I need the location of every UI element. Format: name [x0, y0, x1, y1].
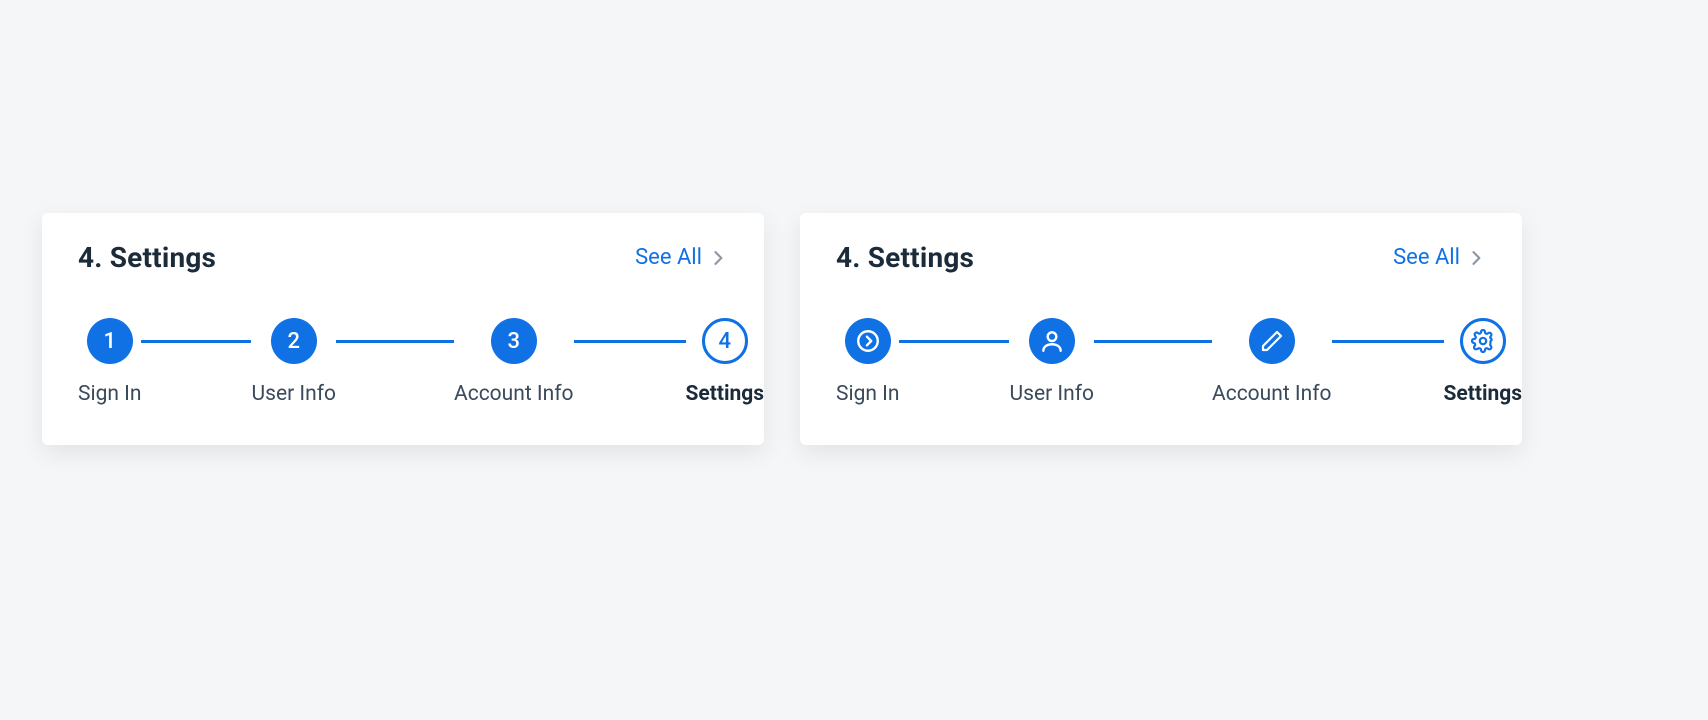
step-account-info[interactable]: 3 Account Info	[454, 318, 574, 406]
stepper: Sign In User Info Account Info	[800, 282, 1522, 440]
see-all-label: See All	[1393, 245, 1460, 270]
step-sign-in[interactable]: Sign In	[836, 318, 899, 406]
step-label: Account Info	[454, 382, 574, 406]
step-number: 3	[507, 329, 520, 354]
stepper: 1 Sign In 2 User Info 3 Account Info 4 S…	[42, 282, 764, 440]
card-title: 4. Settings	[836, 241, 974, 274]
connector	[1332, 340, 1444, 343]
connector	[141, 340, 251, 343]
card-stepper-icons: 4. Settings See All Sign In User Info	[800, 213, 1522, 445]
step-node-4	[1460, 318, 1506, 364]
step-label: Sign In	[78, 382, 141, 406]
user-icon	[1039, 328, 1065, 354]
step-node-4: 4	[702, 318, 748, 364]
step-node-2: 2	[271, 318, 317, 364]
chevron-circle-icon	[855, 328, 881, 354]
step-user-info[interactable]: 2 User Info	[251, 318, 336, 406]
step-number: 2	[287, 329, 300, 354]
step-node-3: 3	[491, 318, 537, 364]
connector	[899, 340, 1009, 343]
step-account-info[interactable]: Account Info	[1212, 318, 1332, 406]
step-number: 1	[103, 329, 116, 354]
see-all-label: See All	[635, 245, 702, 270]
stage: 4. Settings See All 1 Sign In 2 User Inf…	[0, 0, 1708, 720]
pencil-icon	[1260, 329, 1284, 353]
step-label: User Info	[251, 382, 336, 406]
gear-icon	[1471, 329, 1495, 353]
step-label: User Info	[1009, 382, 1094, 406]
step-label: Settings	[1444, 382, 1523, 406]
see-all-link[interactable]: See All	[1393, 245, 1486, 270]
step-sign-in[interactable]: 1 Sign In	[78, 318, 141, 406]
chevron-right-icon	[708, 248, 728, 268]
step-label: Account Info	[1212, 382, 1332, 406]
chevron-right-icon	[1466, 248, 1486, 268]
step-label: Settings	[686, 382, 765, 406]
step-node-1: 1	[87, 318, 133, 364]
step-number: 4	[719, 329, 732, 354]
step-node-1	[845, 318, 891, 364]
step-node-3	[1249, 318, 1295, 364]
card-stepper-numbers: 4. Settings See All 1 Sign In 2 User Inf…	[42, 213, 764, 445]
step-node-2	[1029, 318, 1075, 364]
see-all-link[interactable]: See All	[635, 245, 728, 270]
card-header: 4. Settings See All	[42, 213, 764, 282]
step-label: Sign In	[836, 382, 899, 406]
step-settings[interactable]: Settings	[1444, 318, 1523, 406]
connector	[574, 340, 686, 343]
step-settings[interactable]: 4 Settings	[686, 318, 765, 406]
card-header: 4. Settings See All	[800, 213, 1522, 282]
step-user-info[interactable]: User Info	[1009, 318, 1094, 406]
connector	[336, 340, 454, 343]
card-title: 4. Settings	[78, 241, 216, 274]
connector	[1094, 340, 1212, 343]
